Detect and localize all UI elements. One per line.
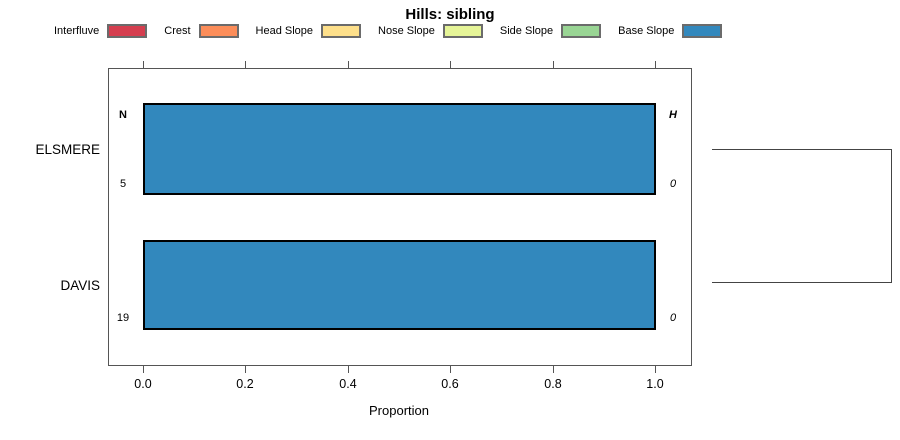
x-tick-label: 0.6 <box>441 377 459 391</box>
x-tick-label: 0.0 <box>134 377 152 391</box>
legend-item-base-slope: Base Slope <box>618 24 723 38</box>
bar-davis-base-slope <box>143 240 656 330</box>
top-axis-tick <box>553 61 554 68</box>
legend-label: Base Slope <box>618 25 675 37</box>
n-value-davis: 19 <box>116 312 130 324</box>
legend-item-crest: Crest <box>164 24 239 38</box>
top-axis-tick <box>143 61 144 68</box>
top-axis-tick <box>655 61 656 68</box>
x-axis-tick <box>553 366 554 373</box>
h-column-header: H <box>669 109 677 121</box>
category-label-davis: DAVIS <box>60 278 100 293</box>
legend-label: Side Slope <box>499 25 554 37</box>
legend-swatch-head-slope <box>321 24 362 38</box>
x-tick-label: 0.2 <box>236 377 254 391</box>
legend-label: Head Slope <box>255 25 314 37</box>
x-axis-tick <box>245 366 246 373</box>
top-axis-tick <box>450 61 451 68</box>
sibling-dendrogram-bracket <box>712 149 892 283</box>
legend-swatch-side-slope <box>561 24 602 38</box>
x-axis-tick <box>348 366 349 373</box>
x-axis-title: Proportion <box>369 403 429 418</box>
h-value-elsmere: 0 <box>669 178 677 190</box>
chart-title: Hills: sibling <box>405 6 495 23</box>
x-tick-label: 0.4 <box>339 377 357 391</box>
legend-swatch-crest <box>198 24 239 38</box>
legend-label: Interfluve <box>54 25 100 37</box>
top-axis-tick <box>245 61 246 68</box>
bar-elsmere-base-slope <box>143 103 656 195</box>
h-value-davis: 0 <box>669 312 677 324</box>
legend-label: Crest <box>164 25 191 37</box>
n-value-elsmere: 5 <box>119 178 127 190</box>
x-axis-tick <box>655 366 656 373</box>
legend-label: Nose Slope <box>378 25 435 37</box>
legend: Interfluve Crest Head Slope Nose Slope S… <box>54 24 739 38</box>
legend-item-side-slope: Side Slope <box>499 24 602 38</box>
legend-item-interfluve: Interfluve <box>54 24 148 38</box>
legend-swatch-nose-slope <box>442 24 483 38</box>
x-tick-label: 1.0 <box>646 377 664 391</box>
x-axis-tick <box>450 366 451 373</box>
legend-swatch-interfluve <box>107 24 148 38</box>
x-axis-tick <box>143 366 144 373</box>
legend-swatch-base-slope <box>682 24 723 38</box>
legend-item-head-slope: Head Slope <box>256 24 362 38</box>
x-tick-label: 0.8 <box>544 377 562 391</box>
category-label-elsmere: ELSMERE <box>35 142 100 157</box>
n-column-header: N <box>119 109 127 121</box>
top-axis-tick <box>348 61 349 68</box>
legend-item-nose-slope: Nose Slope <box>378 24 483 38</box>
